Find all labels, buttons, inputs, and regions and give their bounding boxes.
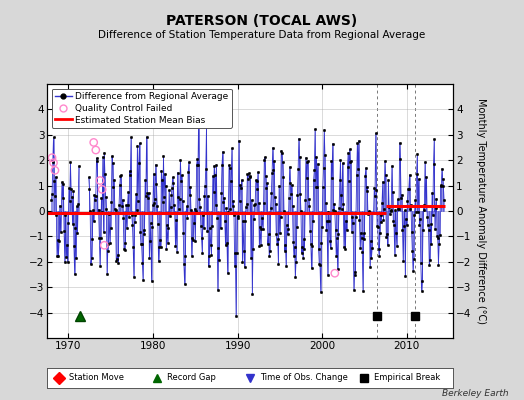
Text: Berkeley Earth: Berkeley Earth <box>442 389 508 398</box>
Point <box>49 160 58 166</box>
Text: Time of Obs. Change: Time of Obs. Change <box>260 374 348 382</box>
Point <box>90 139 98 146</box>
Point <box>51 167 59 174</box>
Point <box>96 177 104 184</box>
Text: Station Move: Station Move <box>70 374 125 382</box>
Legend: Difference from Regional Average, Quality Control Failed, Estimated Station Mean: Difference from Regional Average, Qualit… <box>52 88 232 128</box>
Point <box>48 154 56 161</box>
Text: Empirical Break: Empirical Break <box>374 374 440 382</box>
Point <box>100 242 108 248</box>
Point <box>98 186 106 193</box>
Text: Record Gap: Record Gap <box>167 374 216 382</box>
Point <box>331 270 339 276</box>
Point <box>92 147 100 153</box>
Y-axis label: Monthly Temperature Anomaly Difference (°C): Monthly Temperature Anomaly Difference (… <box>476 98 486 324</box>
Text: PATERSON (TOCAL AWS): PATERSON (TOCAL AWS) <box>167 14 357 28</box>
Text: Difference of Station Temperature Data from Regional Average: Difference of Station Temperature Data f… <box>99 30 425 40</box>
